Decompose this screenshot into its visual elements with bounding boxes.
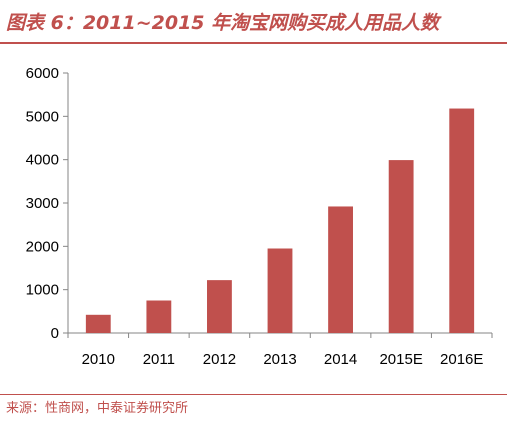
x-tick-label: 2014 <box>324 351 357 368</box>
x-tick-label: 2012 <box>203 351 236 368</box>
x-tick-label: 2013 <box>263 351 296 368</box>
y-tick-label: 2000 <box>26 238 59 255</box>
y-tick-label: 4000 <box>26 152 59 169</box>
x-tick-label: 2015E <box>379 351 422 368</box>
bar-2012 <box>207 280 232 333</box>
x-tick-label: 2016E <box>440 351 483 368</box>
bar-2016E <box>449 108 475 334</box>
y-tick-label: 6000 <box>26 65 59 82</box>
bar-2013 <box>267 248 293 333</box>
bar-2010 <box>85 314 111 333</box>
figure-title: 图表 6：2011~2015 年淘宝网购买成人用品人数 <box>6 12 440 34</box>
bar-2015E <box>388 160 414 333</box>
x-tick-label: 2011 <box>143 351 175 368</box>
y-tick-label: 5000 <box>26 108 59 125</box>
y-tick-label: 0 <box>51 325 59 342</box>
title-divider <box>0 42 507 44</box>
bar-2014 <box>328 206 353 333</box>
bar-2011 <box>146 300 172 333</box>
x-tick-label: 2010 <box>82 351 115 368</box>
source-note: 来源：性商网，中泰证券研究所 <box>6 401 189 416</box>
source-divider <box>0 394 507 395</box>
y-tick-label: 1000 <box>26 282 59 299</box>
y-tick-label: 3000 <box>26 195 59 212</box>
